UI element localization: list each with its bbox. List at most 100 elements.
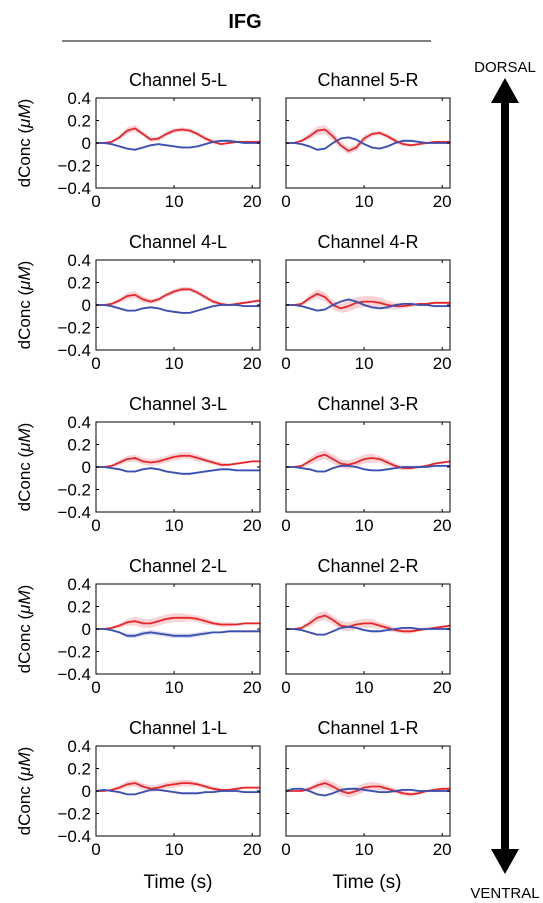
series-line (285, 787, 450, 797)
plot-frame (95, 421, 261, 513)
y-axis-label-text: dConc ( (15, 289, 34, 349)
y-tick-label: −0.4 (57, 179, 91, 198)
x-tick-label: 20 (433, 192, 452, 211)
panel-title: Channel 2-L (129, 556, 227, 576)
y-axis-label: dConc (μM) (15, 423, 34, 512)
x-tick-label: 10 (355, 192, 374, 211)
x-tick-label: 10 (355, 678, 374, 697)
y-tick-label: 0 (82, 782, 91, 801)
chart-panel: Channel 4-R 0 10 20 (281, 232, 451, 373)
y-tick-label: −0.4 (57, 827, 91, 846)
x-tick-label: 0 (91, 678, 100, 697)
plot-frame (95, 583, 261, 675)
label-ventral: VENTRAL (470, 885, 539, 902)
series-line (286, 128, 450, 152)
y-tick-label: −0.2 (57, 319, 91, 338)
label-dorsal: DORSAL (474, 59, 536, 76)
x-tick-label: 20 (243, 516, 262, 535)
panel-title: Channel 3-R (317, 394, 418, 414)
x-tick-label: 10 (355, 354, 374, 373)
y-axis-label-close: ) (15, 423, 34, 429)
arrow-up-icon (491, 78, 519, 103)
y-tick-label: 0.4 (67, 575, 91, 594)
y-tick-label: −0.4 (57, 341, 91, 360)
y-axis-label-close: ) (15, 747, 34, 753)
series-line (96, 454, 260, 468)
panel-title: Channel 1-R (317, 718, 418, 738)
y-tick-label: 0 (82, 296, 91, 315)
y-axis-label-unit: M (15, 589, 34, 604)
x-tick-label: 10 (355, 840, 374, 859)
x-tick-label: 20 (433, 678, 452, 697)
y-tick-label: 0.4 (67, 251, 91, 270)
xlabel-left: Time (s) (144, 872, 213, 893)
x-tick-label: 20 (433, 840, 452, 859)
panel-title: Channel 2-R (317, 556, 418, 576)
y-axis-label-mu: μ (15, 442, 34, 453)
panel-title: Channel 4-L (129, 232, 227, 252)
series-line (286, 292, 450, 310)
x-tick-label: 20 (243, 192, 262, 211)
y-axis-label-mu: μ (15, 118, 34, 129)
x-tick-label: 0 (91, 516, 100, 535)
y-axis-label-unit: M (15, 427, 34, 442)
y-tick-label: 0.4 (67, 413, 91, 432)
series-band (96, 452, 260, 467)
figure-title: IFG (228, 11, 261, 33)
series-line (286, 625, 450, 636)
y-axis-label-text: dConc ( (15, 451, 34, 511)
y-tick-label: 0 (82, 620, 91, 639)
series-band (96, 139, 260, 151)
y-tick-label: −0.2 (57, 481, 91, 500)
y-tick-label: −0.4 (57, 503, 91, 522)
series-line (95, 789, 260, 796)
x-tick-label: 0 (91, 354, 100, 373)
y-axis-label-text: dConc ( (15, 775, 34, 835)
y-axis-label-unit: M (15, 103, 34, 118)
y-axis-label: dConc (μM) (15, 99, 34, 188)
x-tick-label: 10 (355, 516, 374, 535)
y-tick-label: 0.4 (67, 89, 91, 108)
x-tick-label: 0 (281, 354, 290, 373)
series-line (96, 782, 260, 792)
series-band (96, 613, 260, 629)
panel-title: Channel 5-R (317, 70, 418, 90)
y-tick-label: 0.2 (67, 436, 91, 455)
series-line (286, 136, 450, 151)
x-tick-label: 20 (243, 678, 262, 697)
series-band (286, 125, 450, 155)
x-tick-label: 10 (165, 516, 184, 535)
y-tick-label: −0.4 (57, 665, 91, 684)
panel-title: Channel 3-L (129, 394, 227, 414)
x-tick-label: 10 (165, 678, 184, 697)
series-line (96, 304, 260, 314)
y-tick-label: 0.4 (67, 737, 91, 756)
x-tick-label: 0 (281, 840, 290, 859)
chart-panel: Channel 5-R 0 10 20 (281, 70, 451, 211)
y-axis-label-mu: μ (15, 604, 34, 615)
x-tick-label: 10 (165, 354, 184, 373)
series-line (96, 616, 260, 630)
x-tick-label: 20 (433, 516, 452, 535)
series-line (286, 464, 450, 473)
chart-panel: Channel 2-R 0 10 20 (281, 556, 451, 697)
x-tick-label: 0 (91, 840, 100, 859)
y-tick-label: −0.2 (57, 643, 91, 662)
y-tick-label: −0.2 (57, 157, 91, 176)
y-tick-label: 0.2 (67, 760, 91, 779)
y-axis-label-unit: M (15, 751, 34, 766)
y-tick-label: 0 (82, 458, 91, 477)
y-axis-label: dConc (μM) (15, 585, 34, 674)
y-axis-label-mu: μ (15, 280, 34, 291)
x-tick-label: 10 (165, 840, 184, 859)
y-tick-label: 0.2 (67, 274, 91, 293)
y-tick-label: 0.2 (67, 112, 91, 131)
panel-title: Channel 5-L (129, 70, 227, 90)
y-axis-label-close: ) (15, 585, 34, 591)
